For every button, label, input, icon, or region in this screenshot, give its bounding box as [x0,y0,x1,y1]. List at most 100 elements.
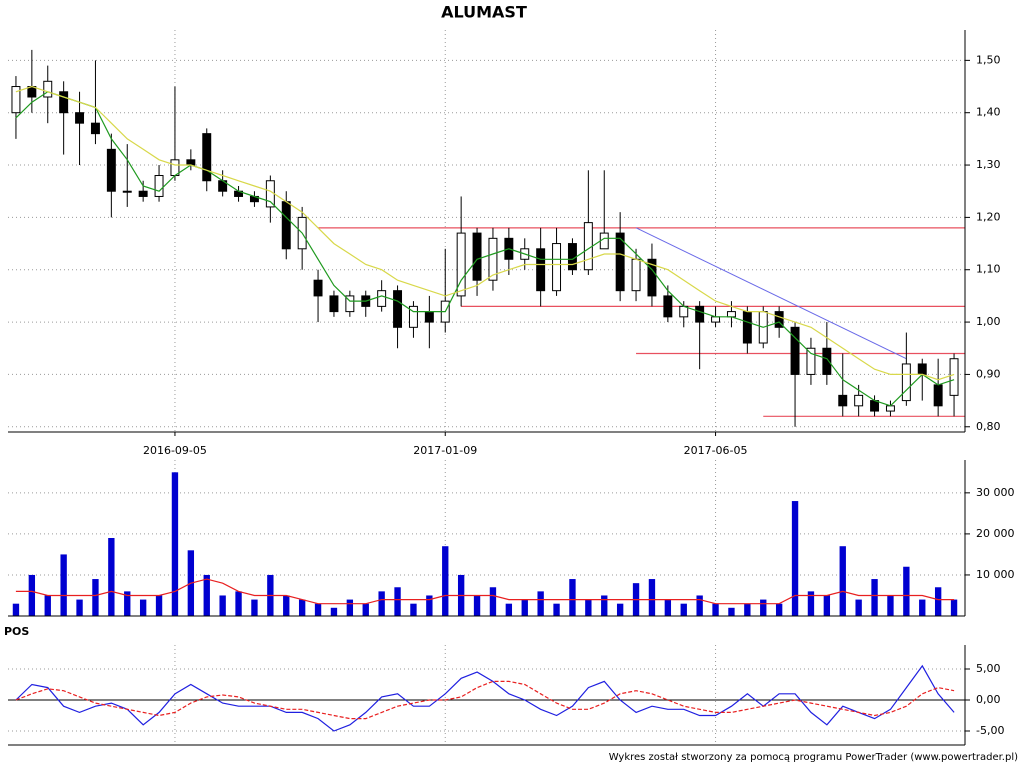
candle-body [122,190,132,193]
volume-bar [219,595,226,616]
candle-body [408,305,418,328]
volume-bar [139,599,147,616]
y-tick-label: 1,50 [976,53,1001,66]
panel-title: POS [4,625,29,638]
volume-average [15,578,955,605]
y-tick-label: 1,40 [976,106,1001,119]
y-tick-label: 1,30 [976,158,1001,171]
volume-bar [648,579,656,616]
candle-body [75,112,85,124]
volume-bar [410,603,417,616]
candle-body [424,311,434,323]
volume-bar [203,574,210,616]
candle-body [567,243,577,271]
volume-bar [775,603,783,616]
y-tick-label: -5,00 [976,724,1004,737]
volume-bar [903,566,910,616]
volume-bar [251,599,258,616]
candle-body [313,279,323,297]
volume-bar [887,595,894,616]
candle-body [106,148,116,192]
candle-body [154,175,164,197]
candle-body [774,311,784,328]
candle-body [377,290,387,307]
volume-bar [839,546,846,616]
candle-body [456,232,466,297]
candle-body [695,305,705,323]
y-tick-label: 1,10 [976,263,1001,276]
candle-body [870,400,880,412]
candle-body [393,290,403,328]
volume-bar [664,599,672,616]
volume-bar [60,554,67,616]
volume-bar [521,599,528,616]
volume-bar [871,579,878,616]
y-tick-label: 0,00 [976,693,1001,706]
trend-line [635,227,907,360]
candle-body [265,180,275,208]
y-tick-label: 10 000 [976,568,1015,581]
candle-body [583,222,593,271]
candle-body [679,305,689,318]
candle-body [281,201,291,250]
candle-body [488,237,498,281]
volume-bar [44,595,51,616]
volume-bar [314,603,322,616]
volume-bar [585,599,592,616]
candle-body [933,384,943,407]
volume-bar [12,603,20,616]
volume-bar [442,546,449,616]
chart-title: ALUMAST [441,3,527,22]
candle-body [90,122,100,135]
volume-bar [553,603,560,616]
volume-bar [28,574,36,616]
candle-body [599,232,609,250]
volume-bar [155,595,163,616]
candle-body [854,394,864,407]
candle-body [631,258,641,292]
volume-bar [76,599,83,616]
volume-bar [362,603,369,616]
candle-body [711,316,721,323]
candle-body [917,363,927,375]
candle-body [790,326,800,375]
y-tick-label: 30 000 [976,486,1015,499]
volume-bar [919,599,926,616]
candle-body [949,358,959,396]
y-tick-label: 1,20 [976,210,1001,223]
volume-bar [934,587,942,616]
volume-bar [171,472,179,616]
volume-bar [394,587,401,616]
y-tick-label: 0,80 [976,420,1001,433]
candle-body [742,311,752,344]
candle-body [11,86,21,114]
volume-bar [760,599,767,616]
candle-body [186,159,196,166]
candle-body [838,394,848,407]
indicator-line [15,664,955,732]
x-tick-label: 2017-01-09 [413,444,477,457]
y-tick-label: 5,00 [976,662,1001,675]
volume-bar [298,599,306,616]
volume-bar [744,603,751,616]
volume-bar [505,603,513,616]
volume-bar [473,595,481,616]
candle-body [536,248,546,292]
candle-body [806,347,816,375]
candle-body [472,232,482,281]
candle-body [59,91,69,114]
volume-bar [696,595,703,616]
candle-body [43,80,53,98]
candle-body [647,258,657,297]
volume-bar [601,595,608,616]
y-tick-label: 0,90 [976,367,1001,380]
volume-bar [92,579,99,616]
volume-bar [791,501,799,616]
candle-body [138,190,148,197]
candle-body [615,232,625,292]
moving-average [15,91,955,407]
volume-bar [489,587,497,616]
volume-bar [680,603,687,616]
